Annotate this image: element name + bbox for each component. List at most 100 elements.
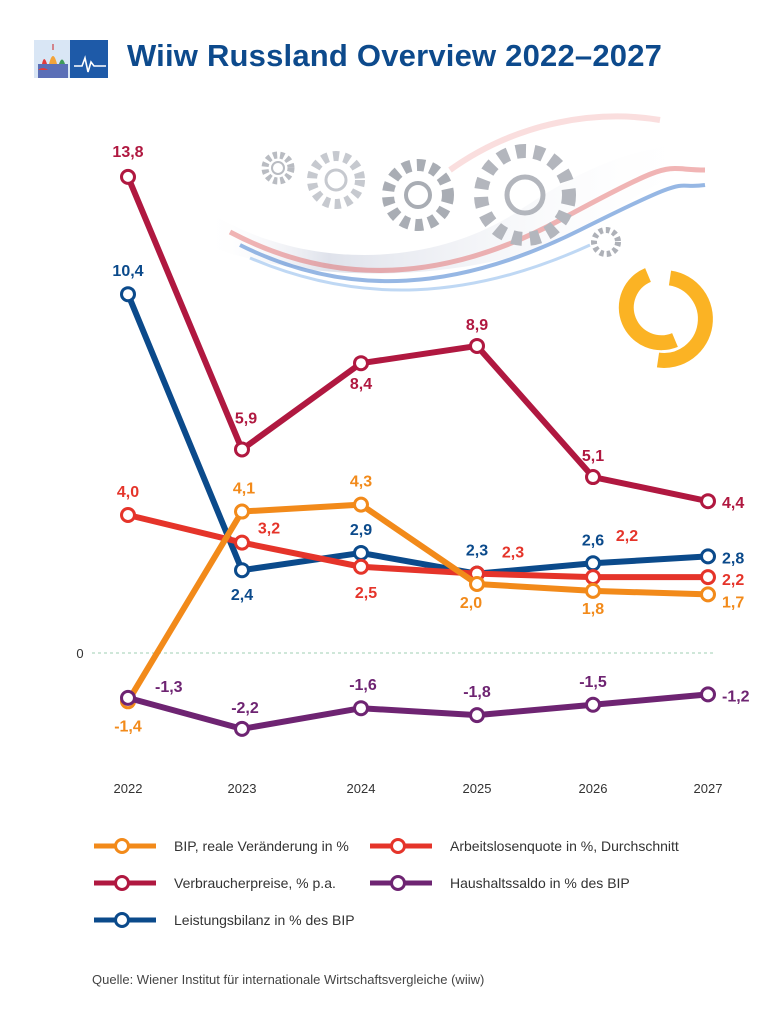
legend-label-haushaltssaldo: Haushaltssaldo in % des BIP [450,875,630,891]
data-point-haushaltssaldo-2023 [234,720,250,737]
data-point-bip-2027 [700,586,716,603]
data-label-bip-2025: 2,0 [460,595,482,612]
legend-item-bip: BIP, reale Veränderung in % [92,836,349,856]
data-point-bip-2026 [585,582,601,599]
data-point-verbraucherpreise-2024 [353,355,369,372]
x-axis-ticks: 2022 2023 2024 2025 2026 2027 [114,781,723,796]
data-point-haushaltssaldo-2026 [585,696,601,713]
legend-item-haushaltssaldo: Haushaltssaldo in % des BIP [368,873,630,893]
series-line-leistungsbilanz [125,291,711,577]
data-label-arbeitslosenquote-2024: 2,5 [355,585,377,602]
data-label-bip-2022: -1,4 [114,718,142,735]
ring-logo-icon [618,268,713,368]
gear-icon [382,159,454,231]
data-label-haushaltssaldo-2022: -1,3 [155,679,183,696]
gear-icon [474,144,576,246]
series-haushaltssaldo: -1,3 -2,2 -1,6 -1,8 -1,5 -1,2 [120,674,750,737]
data-point-leistungsbilanz-2023 [234,562,250,579]
data-label-bip-2023: 4,1 [233,481,255,498]
series-layer: 13,8 5,9 8,4 8,9 5,1 4,4 10,4 2,4 2,9 2,3 2,6 2,8 4,… [112,144,750,737]
data-point-arbeitslosenquote-2027 [700,569,716,586]
data-point-leistungsbilanz-2026 [585,555,601,572]
kremlin-logo-icon [34,40,108,78]
legend-swatch-leistungsbilanz [94,912,156,928]
data-label-arbeitslosenquote-2025: 2,3 [502,545,524,562]
legend-item-leistungsbilanz: Leistungsbilanz in % des BIP [92,910,355,930]
x-tick-label-2026: 2026 [579,781,608,796]
data-label-verbraucherpreise-2025: 8,9 [466,317,488,334]
decorative-gears-illustration [205,113,706,292]
x-tick-label-2022: 2022 [114,781,143,796]
data-point-haushaltssaldo-2024 [353,700,369,717]
source-note: Quelle: Wiener Institut für internationa… [92,972,485,987]
gear-icon [591,227,621,257]
data-point-arbeitslosenquote-2026 [585,569,601,586]
data-point-leistungsbilanz-2027 [700,548,716,565]
data-label-arbeitslosenquote-2026: 2,2 [616,528,638,545]
data-label-verbraucherpreise-2023: 5,9 [235,410,257,427]
data-label-verbraucherpreise-2027: 4,4 [722,495,744,512]
data-label-haushaltssaldo-2024: -1,6 [349,677,377,694]
legend-label-arbeitslosenquote: Arbeitslosenquote in %, Durchschnitt [450,838,679,854]
data-point-leistungsbilanz-2022 [120,286,136,303]
data-label-leistungsbilanz-2022: 10,4 [112,263,143,280]
data-label-verbraucherpreise-2024: 8,4 [350,376,372,393]
data-label-arbeitslosenquote-2027: 2,2 [722,572,744,589]
page-title: Wiiw Russland Overview 2022–2027 [127,38,663,73]
data-label-haushaltssaldo-2027: -1,2 [722,688,750,705]
data-label-verbraucherpreise-2026: 5,1 [582,448,604,465]
data-point-leistungsbilanz-2024 [353,544,369,561]
data-label-haushaltssaldo-2026: -1,5 [579,674,607,691]
legend-label-leistungsbilanz: Leistungsbilanz in % des BIP [174,912,355,928]
data-point-haushaltssaldo-2022 [120,689,136,706]
data-point-arbeitslosenquote-2024 [353,558,369,575]
data-label-arbeitslosenquote-2023: 3,2 [258,521,280,538]
legend-swatch-bip [94,838,156,854]
legend-label-bip: BIP, reale Veränderung in % [174,838,349,854]
data-point-arbeitslosenquote-2022 [120,507,136,523]
legend-swatch-verbraucherpreise [94,875,156,891]
data-point-verbraucherpreise-2025 [469,337,485,354]
data-label-haushaltssaldo-2023: -2,2 [231,700,259,717]
data-point-bip-2024 [353,496,369,513]
gear-icon [261,151,295,185]
series-bip: -1,4 4,1 4,3 2,0 1,8 1,7 [114,474,744,736]
data-label-arbeitslosenquote-2022: 4,0 [117,484,139,501]
data-label-bip-2026: 1,8 [582,601,604,618]
data-point-haushaltssaldo-2027 [700,686,716,703]
data-point-bip-2025 [469,576,485,592]
data-label-leistungsbilanz-2023: 2,4 [231,587,253,604]
legend-item-arbeitslosenquote: Arbeitslosenquote in %, Durchschnitt [368,836,679,856]
data-label-leistungsbilanz-2025: 2,3 [466,543,488,560]
data-point-verbraucherpreise-2023 [234,441,250,458]
data-label-leistungsbilanz-2027: 2,8 [722,550,744,567]
data-point-verbraucherpreise-2026 [585,469,601,486]
data-label-haushaltssaldo-2025: -1,8 [463,684,491,701]
data-point-haushaltssaldo-2025 [469,707,485,724]
series-verbraucherpreise: 13,8 5,9 8,4 8,9 5,1 4,4 [112,144,744,512]
x-tick-label-2023: 2023 [228,781,257,796]
zero-tick-label: 0 [76,646,83,661]
series-line-verbraucherpreise [125,173,711,505]
series-line-haushaltssaldo [125,691,711,732]
gear-icon [307,151,365,209]
data-label-leistungsbilanz-2026: 2,6 [582,532,604,549]
data-point-verbraucherpreise-2027 [700,493,716,510]
legend-swatch-haushaltssaldo [370,875,432,891]
data-point-verbraucherpreise-2022 [120,168,136,185]
data-label-verbraucherpreise-2022: 13,8 [112,144,143,161]
data-label-leistungsbilanz-2024: 2,9 [350,522,372,539]
data-label-bip-2024: 4,3 [350,474,372,491]
legend-label-verbraucherpreise: Verbraucherpreise, % p.a. [174,875,336,891]
x-tick-label-2025: 2025 [463,781,492,796]
data-label-bip-2027: 1,7 [722,594,744,611]
legend-swatch-arbeitslosenquote [370,838,432,854]
data-point-bip-2023 [234,503,250,520]
x-tick-label-2027: 2027 [694,781,723,796]
data-point-arbeitslosenquote-2023 [234,534,250,551]
legend-item-verbraucherpreise: Verbraucherpreise, % p.a. [92,873,336,893]
series-line-bip [125,501,711,705]
x-tick-label-2024: 2024 [347,781,376,796]
